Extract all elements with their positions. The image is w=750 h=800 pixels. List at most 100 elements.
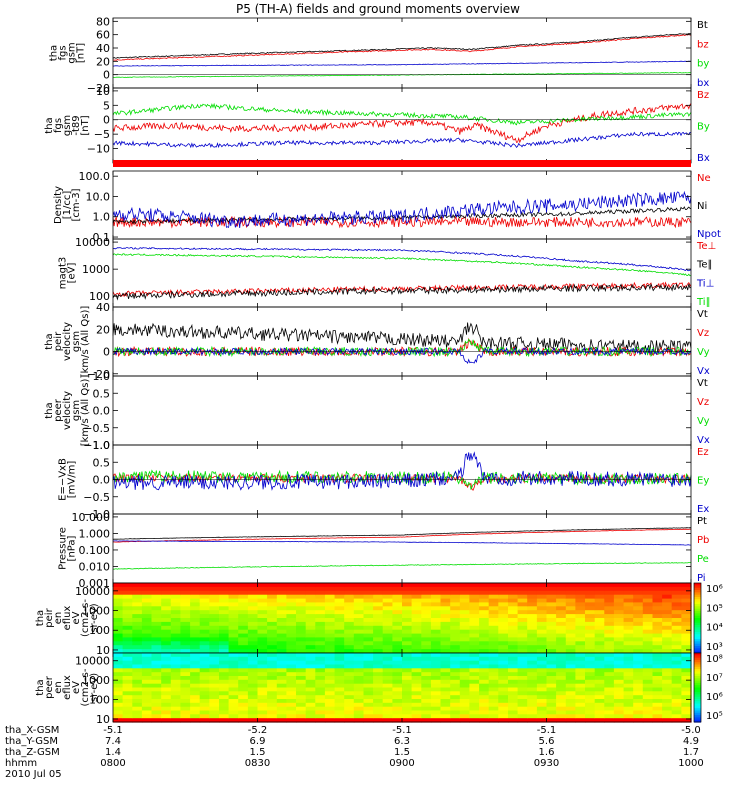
footer-row-label: tha_Y-GSM — [5, 736, 58, 747]
footer-value: -5.0 — [681, 725, 701, 736]
footer-value: -5.1 — [392, 725, 412, 736]
series-line-temps-1 — [112, 283, 692, 301]
y-axis-label: tha — [44, 333, 55, 349]
y-axis-label: gsm — [67, 42, 78, 63]
y-axis-label: tha — [35, 679, 46, 695]
legend-Ne: Ne — [697, 173, 711, 184]
footer-value: 0930 — [534, 758, 559, 769]
legend-Pi: Pi — [697, 573, 706, 584]
y-axis-label: [eV] — [67, 263, 78, 284]
legend-Vy: Vy — [697, 347, 710, 358]
footer-value: 1.4 — [105, 747, 121, 758]
series-line-fgs_gsm-3 — [112, 60, 692, 67]
y-tick-label: −10 — [87, 143, 110, 156]
y-tick-label: 80 — [96, 15, 110, 28]
footer-value: 1.5 — [394, 747, 410, 758]
series-line-density-0 — [112, 215, 692, 229]
y-tick-label: 0.5 — [93, 456, 111, 469]
panel-temps: 10000 1000 100 magt3[eV] Te⊥ Te∥ Ti⊥ Ti∥ — [58, 236, 717, 308]
y-tick-label: 0.5 — [93, 387, 111, 400]
y-axis-label: gsm — [62, 115, 73, 136]
panel-frame — [112, 513, 692, 584]
panel-frame — [112, 17, 692, 89]
legend-Pb: Pb — [697, 535, 709, 546]
legend-Ey: Ey — [697, 476, 709, 487]
footer-value: 1.5 — [250, 747, 266, 758]
y-tick-label: 1.0 — [93, 370, 111, 383]
y-tick-label: 1000 — [82, 674, 110, 687]
legend-Vz: Vz — [697, 328, 709, 339]
y-axis-label: gsm — [71, 331, 82, 352]
series-line-pressure-1 — [113, 528, 692, 543]
y-tick-label: 10 — [96, 713, 110, 726]
footer-value: 0830 — [245, 758, 270, 769]
y-tick-label: −0.5 — [83, 491, 110, 504]
y-tick-label: 5 — [103, 99, 110, 112]
colorbar-tick-label: 10⁶ — [706, 584, 723, 595]
series-line-fgs_dtrnd-1 — [112, 102, 692, 126]
y-axis-label: velocity — [62, 322, 73, 361]
y-axis-label: peer — [53, 398, 64, 422]
panel-frame — [112, 306, 692, 377]
footer-value: 6.3 — [394, 736, 410, 747]
y-axis-label: en — [53, 612, 64, 625]
y-axis-label: sr-eV) — [89, 673, 100, 702]
y-tick-label: 10000 — [75, 585, 110, 598]
legend-Vx: Vx — [697, 435, 710, 446]
panel-density: 100.0 10.0 1.0 0.1 Density[1/cc][cm-3] Ne Ni Np… — [53, 170, 721, 244]
panel-peir_spec: 10⁶ 10⁵ 10⁴ 10³ 10000 1000 100 10 thapeireneflux… — [35, 582, 723, 657]
y-tick-label: 1.000 — [79, 527, 111, 540]
y-tick-label: 0.0 — [93, 474, 111, 487]
y-axis-label: [nT] — [80, 115, 91, 135]
figure-title: P5 (TH-A) fields and ground moments over… — [236, 2, 520, 16]
y-tick-label: 0 — [103, 346, 110, 359]
y-tick-label: 20 — [96, 55, 110, 68]
y-axis-label: eflux — [62, 675, 73, 700]
footer-row-label: tha_Z-GSM — [5, 747, 60, 758]
series-line-temps-3 — [112, 253, 692, 277]
y-tick-label: 1000 — [82, 263, 110, 276]
legend-Ex: Ex — [697, 504, 709, 515]
y-tick-label: 60 — [96, 29, 110, 42]
y-axis-label: tha — [44, 402, 55, 418]
footer-value: 1000 — [678, 758, 703, 769]
legend-Vt: Vt — [697, 378, 708, 389]
legend-Bx: Bx — [697, 153, 710, 164]
y-axis-label: [nT] — [76, 43, 87, 63]
legend-bx: bx — [697, 78, 709, 89]
legend-Vx: Vx — [697, 366, 710, 377]
series-line-fgs_gsm-0 — [112, 33, 692, 59]
y-axis-label: [km/s (All Qs)] — [80, 375, 91, 447]
y-tick-label: 10.0 — [86, 190, 111, 203]
y-axis-label: tha — [44, 117, 55, 133]
y-tick-label: 100.0 — [79, 170, 111, 183]
legend-Vy: Vy — [697, 416, 710, 427]
y-axis-label: sr-eV) — [89, 603, 100, 632]
legend-bz: bz — [697, 39, 709, 50]
colorbar-tick-label: 10⁸ — [706, 654, 723, 665]
y-tick-label: 100 — [89, 694, 110, 707]
spectrogram-peer_spec — [113, 653, 692, 723]
y-axis-label: [nPa] — [67, 535, 78, 561]
y-tick-label: 20 — [96, 323, 110, 336]
series-line-fgs_gsm-1 — [112, 33, 692, 61]
flag-bar — [113, 160, 691, 167]
colorbar-tick-label: 10³ — [706, 642, 723, 653]
colorbar-tick-label: 10⁵ — [706, 603, 723, 614]
y-tick-label: 0 — [103, 114, 110, 127]
y-axis-label: fgs — [58, 45, 69, 60]
y-tick-label: −0.5 — [83, 422, 110, 435]
y-axis-label: Density — [53, 186, 64, 224]
legend-Ez: Ez — [697, 447, 709, 458]
y-tick-label: 40 — [96, 42, 110, 55]
y-tick-label: 100 — [89, 290, 110, 303]
legend-Ni: Ni — [697, 201, 707, 212]
y-tick-label: 0.001 — [79, 577, 111, 590]
series-line-fgs_gsm-2 — [112, 72, 692, 78]
footer-value: -5.1 — [103, 725, 123, 736]
y-tick-label: −1.0 — [83, 508, 110, 521]
footer-value: 0900 — [389, 758, 414, 769]
y-axis-label: tha — [49, 45, 60, 61]
y-axis-label: tha — [35, 610, 46, 626]
